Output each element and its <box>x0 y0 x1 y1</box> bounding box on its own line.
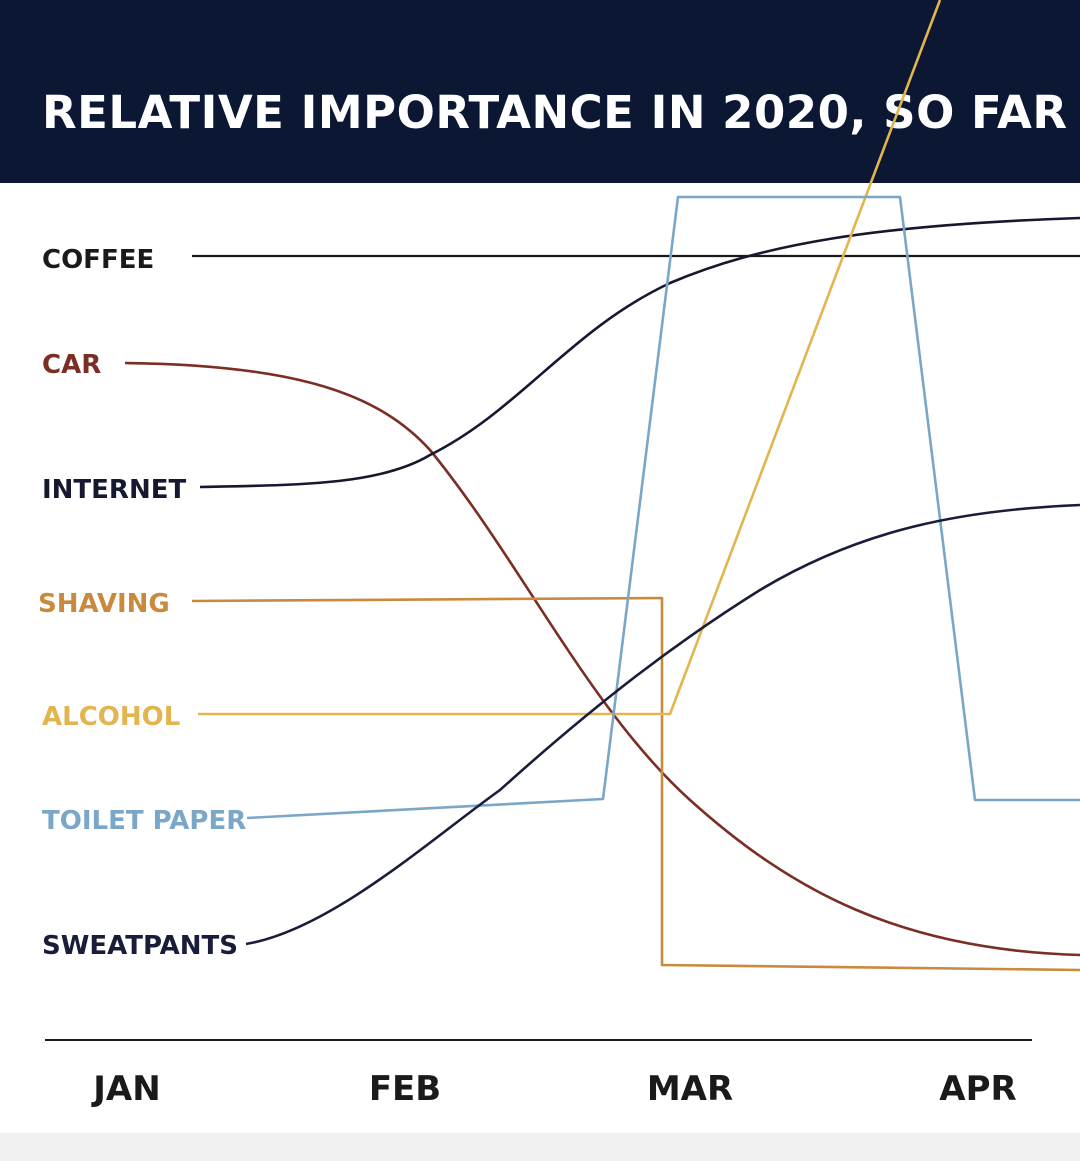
x-tick-mar: MAR <box>647 1069 733 1109</box>
x-tick-apr: APR <box>939 1069 1016 1109</box>
series-line-toilet-paper <box>246 195 1080 820</box>
bottom-strip <box>0 1133 1080 1161</box>
series-label-toilet-paper: TOILET PAPER <box>42 806 246 836</box>
series-label-car: CAR <box>42 350 101 380</box>
series-label-coffee: COFFEE <box>42 245 154 275</box>
series-label-shaving: SHAVING <box>38 589 170 619</box>
series-label-internet: INTERNET <box>42 475 186 505</box>
series-label-alcohol: ALCOHOL <box>42 702 180 732</box>
series-line-internet <box>199 216 1080 489</box>
series-line-shaving <box>191 596 1080 972</box>
series-line-sweatpants <box>245 503 1080 946</box>
x-tick-jan: JAN <box>91 1069 160 1109</box>
series-lines <box>124 0 1080 972</box>
series-labels: COFFEE CAR INTERNET SHAVING ALCOHOL TOILET PA… <box>38 245 246 961</box>
x-tick-feb: FEB <box>369 1069 441 1109</box>
series-label-sweatpants: SWEATPANTS <box>42 931 238 961</box>
x-axis-ticks: JAN FEB MAR APR <box>91 1069 1016 1109</box>
series-line-alcohol <box>198 0 942 716</box>
series-line-car <box>124 361 1080 957</box>
